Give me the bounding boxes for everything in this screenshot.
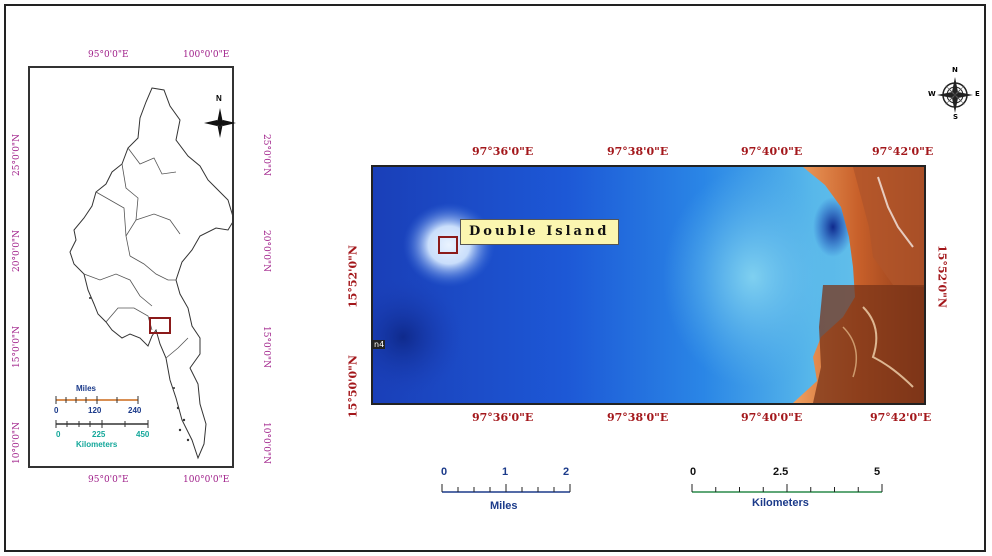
inset-left-lat-2: 20°0'0"N	[12, 230, 22, 272]
miles-tick-2: 2	[563, 466, 570, 478]
main-left-lat-2: 15°50'0"N	[346, 355, 360, 418]
main-bottom-lon-3: 97°40'0"E	[741, 411, 803, 424]
inset-bottom-lon-2: 100°0'0"E	[183, 475, 230, 485]
compass-s: S	[953, 113, 959, 121]
inset-right-lat-1: 25°0'0"N	[261, 134, 271, 176]
study-area-box	[149, 317, 171, 334]
km-tick-2: 5	[874, 466, 881, 478]
inset-miles-tick-1: 120	[88, 406, 102, 415]
inset-north-arrow-icon: N	[200, 94, 240, 144]
compass-n: N	[952, 66, 958, 74]
km-title: Kilometers	[752, 497, 809, 509]
miles-tick-0: 0	[441, 466, 448, 478]
inset-map-frame: N Miles 0 120 240 0 225	[28, 66, 236, 468]
compass-rose-icon: N S E W	[928, 66, 982, 122]
km-tick-0: 0	[690, 466, 697, 478]
inset-km-tick-0: 0	[56, 430, 61, 439]
km-scalebar	[691, 484, 883, 493]
main-bottom-lon-4: 97°42'0"E	[870, 411, 932, 424]
satellite-image	[371, 165, 926, 405]
main-bottom-lon-2: 97°38'0"E	[607, 411, 669, 424]
inset-km-scalebar	[55, 420, 149, 428]
inset-top-lon-2: 100°0'0"E	[183, 50, 230, 60]
double-island-marker	[438, 236, 458, 254]
inset-miles-tick-2: 240	[128, 406, 142, 415]
inset-left-lat-3: 15°0'0"N	[12, 326, 22, 368]
miles-tick-1: 1	[502, 466, 509, 478]
main-top-lon-4: 97°42'0"E	[872, 145, 934, 158]
miles-scalebar	[441, 484, 571, 493]
inset-top-lon-1: 95°0'0"E	[88, 50, 129, 60]
main-bottom-lon-1: 97°36'0"E	[472, 411, 534, 424]
compass-w: W	[928, 90, 936, 98]
inset-km-tick-2: 450	[136, 430, 150, 439]
inset-left-lat-1: 25°0'0"N	[12, 134, 22, 176]
main-left-lat-1: 15°52'0"N	[346, 245, 360, 308]
inset-right-lat-3: 15°0'0"N	[261, 326, 271, 368]
inset-bottom-lon-1: 95°0'0"E	[88, 475, 129, 485]
double-island-label: Double Island	[460, 219, 619, 245]
inset-miles-tick-0: 0	[54, 406, 59, 415]
inset-left-lat-4: 10°0'0"N	[12, 422, 22, 464]
inset-miles-title: Miles	[76, 384, 97, 393]
inset-km-title: Kilometers	[76, 440, 118, 449]
inset-km-tick-1: 225	[92, 430, 106, 439]
main-right-lat-1: 15°52'0"N	[935, 245, 949, 308]
inset-miles-scalebar	[55, 396, 139, 404]
main-top-lon-2: 97°38'0"E	[607, 145, 669, 158]
compass-e: E	[975, 90, 980, 98]
edge-mark: n4	[373, 340, 386, 349]
main-top-lon-3: 97°40'0"E	[741, 145, 803, 158]
main-top-lon-1: 97°36'0"E	[472, 145, 534, 158]
miles-title: Miles	[490, 500, 518, 512]
inset-right-lat-2: 20°0'0"N	[261, 230, 271, 272]
inset-right-lat-4: 10°0'0"N	[261, 422, 271, 464]
km-tick-1: 2.5	[773, 466, 789, 478]
